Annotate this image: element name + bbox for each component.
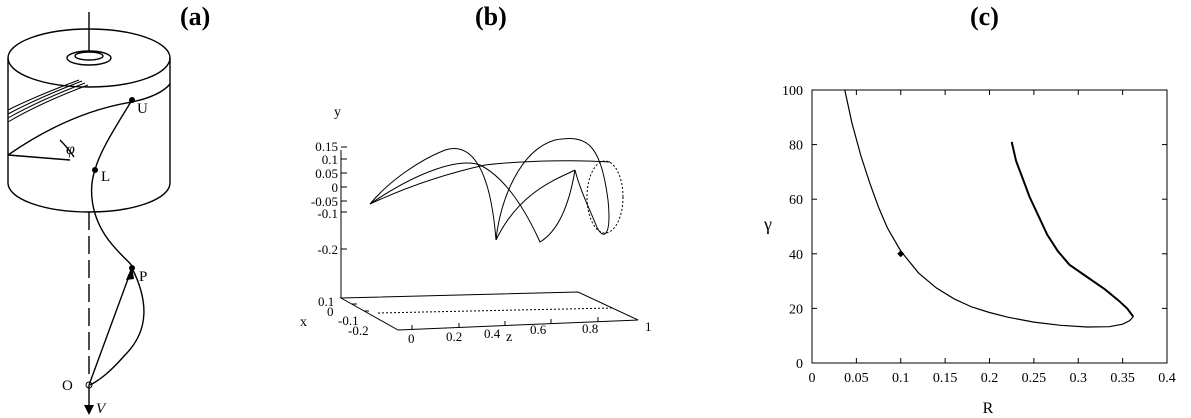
b-axis-y-label: y [334,105,341,120]
c-series-line-0 [844,89,1134,328]
b-y-ticks [341,146,347,250]
c-y-tick-label: 40 [789,248,803,263]
c-x-tick-label: 0 [809,371,816,386]
angle-arc [59,139,75,158]
point-L-dot [92,167,98,173]
point-O-label: O [62,378,73,394]
c-x-tick-label: 0.2 [981,371,999,386]
c-x-tick-label: 0.1 [892,371,910,386]
b-z-tick-label: 0.8 [582,321,598,336]
hub-outer [66,50,112,66]
point-P-label: P [139,269,147,285]
b-y-tick-label: -0.1 [317,206,338,221]
c-plot-frame [811,89,1168,364]
point-U-label: U [137,101,148,117]
angle-phi-label: φ [66,141,75,158]
c-y-tick-label: 20 [789,302,803,317]
b-z-tick-label: 0.6 [530,322,547,337]
c-y-tick-label: 60 [789,193,803,208]
panel-b-label: (b) [475,2,507,31]
b-trajectory-front [369,160,611,205]
b-x-tick-label: -0.1 [338,313,359,328]
c-y-tick-label: 80 [789,139,803,154]
b-z-tick-label: 1 [645,319,652,334]
point-U-dot [129,97,135,103]
velocity-label: V [96,401,107,417]
panel-a-label: (a) [180,2,211,31]
c-xlabel: R [983,400,994,417]
b-x-tick-label: -0.2 [348,323,369,338]
c-x-tick-label: 0.15 [933,371,958,386]
b-base-box [339,291,639,331]
c-y-tick-label: 0 [796,357,803,372]
groove-lines [7,79,89,123]
b-y-tick-label: 0.1 [322,152,338,167]
c-ylabel: γ [763,214,772,234]
b-dotted-loop [586,160,624,234]
b-z-tick-label: 0.2 [446,329,462,344]
c-x-tick-label: 0.4 [1158,371,1176,386]
c-x-tick-label: 0.35 [1110,371,1135,386]
b-y-tick-label: -0.05 [311,194,338,209]
c-x-tick-label: 0.25 [1022,371,1047,386]
b-base-dotted [377,307,613,314]
point-P-dot [129,265,135,271]
b-base-ticks [352,303,599,330]
path-on-cylinder [7,83,171,156]
angle-ray [7,154,71,161]
b-z-tick-label: 0.4 [484,326,501,341]
velocity-arrowhead [84,405,94,415]
b-axis-x-label: x [300,315,307,330]
b-z-tick-label: 0 [408,331,415,346]
b-y-tick-label: 0 [332,180,339,195]
c-x-tick-label: 0.05 [844,371,869,386]
op-line [88,267,133,386]
b-y-tick-label: 0.05 [315,166,338,181]
b-axis-z-label: z [506,330,512,345]
c-x-tick-label: 0.3 [1070,371,1088,386]
c-y-tick-label: 100 [782,84,803,99]
c-series-line-1 [1010,141,1135,318]
point-L-label: L [101,169,110,185]
c-marker-point [897,250,905,258]
hub-inner [74,51,104,61]
b-trajectory [369,138,610,243]
b-x-tick-label: 0.1 [318,294,334,309]
b-x-tick-label: 0 [327,304,334,319]
b-y-tick-label: -0.2 [317,242,338,257]
b-y-tick-label: 0.15 [315,139,338,154]
point-O-dot [85,381,93,389]
panel-c-label: (c) [970,2,999,31]
fiber-path [89,99,145,386]
